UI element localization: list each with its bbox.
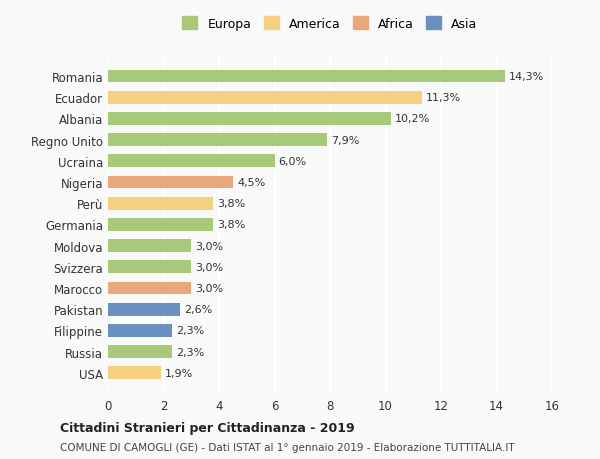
- Text: 7,9%: 7,9%: [331, 135, 360, 146]
- Text: 4,5%: 4,5%: [237, 178, 265, 188]
- Text: 2,3%: 2,3%: [176, 326, 204, 336]
- Legend: Europa, America, Africa, Asia: Europa, America, Africa, Asia: [182, 17, 478, 31]
- Text: 11,3%: 11,3%: [426, 93, 461, 103]
- Text: 14,3%: 14,3%: [509, 72, 544, 82]
- Text: 3,0%: 3,0%: [196, 262, 224, 272]
- Bar: [108, 261, 191, 274]
- Text: 3,8%: 3,8%: [218, 199, 246, 209]
- Text: COMUNE DI CAMOGLI (GE) - Dati ISTAT al 1° gennaio 2019 - Elaborazione TUTTITALIA: COMUNE DI CAMOGLI (GE) - Dati ISTAT al 1…: [60, 442, 515, 452]
- Bar: [108, 71, 505, 83]
- Bar: [108, 134, 327, 147]
- Text: Cittadini Stranieri per Cittadinanza - 2019: Cittadini Stranieri per Cittadinanza - 2…: [60, 421, 355, 435]
- Bar: [108, 346, 172, 358]
- Text: 10,2%: 10,2%: [395, 114, 430, 124]
- Text: 6,0%: 6,0%: [278, 157, 307, 167]
- Bar: [108, 197, 214, 210]
- Text: 3,8%: 3,8%: [218, 220, 246, 230]
- Bar: [108, 218, 214, 231]
- Bar: [108, 325, 172, 337]
- Text: 3,0%: 3,0%: [196, 283, 224, 293]
- Bar: [108, 240, 191, 252]
- Text: 1,9%: 1,9%: [165, 368, 193, 378]
- Bar: [108, 113, 391, 125]
- Bar: [108, 92, 422, 104]
- Bar: [108, 176, 233, 189]
- Bar: [108, 367, 161, 379]
- Bar: [108, 303, 180, 316]
- Text: 2,3%: 2,3%: [176, 347, 204, 357]
- Bar: [108, 282, 191, 295]
- Text: 3,0%: 3,0%: [196, 241, 224, 251]
- Bar: [108, 155, 275, 168]
- Text: 2,6%: 2,6%: [184, 304, 212, 314]
